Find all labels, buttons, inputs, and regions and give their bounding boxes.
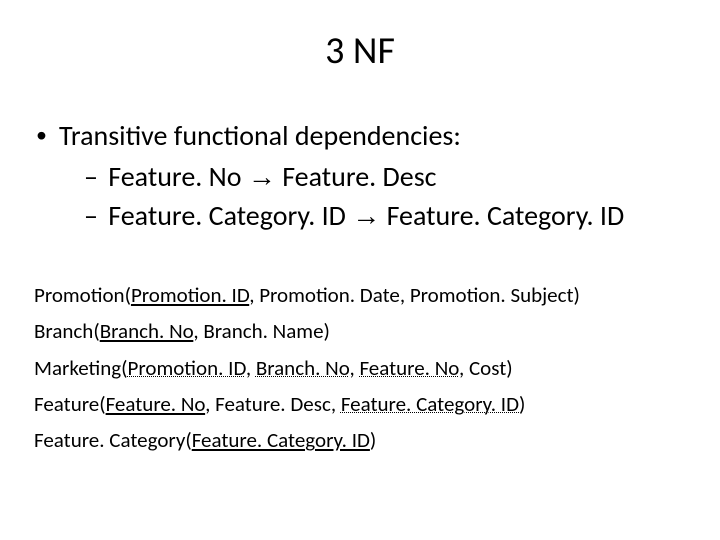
fk: Branch. No — [256, 355, 350, 381]
bullet-list: • Transitive functional dependencies: – … — [30, 118, 692, 233]
close: ) — [370, 427, 376, 453]
dash-icon: – — [84, 159, 98, 194]
schema-name: Promotion — [34, 282, 125, 308]
mid: , Feature. Desc, — [205, 391, 341, 417]
dash-icon: – — [84, 198, 98, 233]
schema-name: Feature — [34, 391, 99, 417]
fk: Promotion. ID — [128, 355, 246, 381]
arrow-icon: → — [248, 161, 276, 192]
fk: Feature. No — [359, 355, 459, 381]
close: ) — [519, 391, 525, 417]
pk: Promotion. ID — [131, 282, 249, 308]
dependency-1: – Feature. No → Feature. Desc — [84, 159, 692, 194]
bullet-1: • Transitive functional dependencies: — [30, 118, 692, 153]
schema-marketing: Marketing(Promotion. ID, Branch. No, Fea… — [34, 354, 692, 382]
schema-featurecat: Feature. Category(Feature. Category. ID) — [34, 426, 692, 454]
pk: Feature. Category. ID — [192, 427, 370, 453]
schema-promotion: Promotion(Promotion. ID, Promotion. Date… — [34, 281, 692, 309]
dep2-left: Feature. Category. ID — [108, 198, 346, 233]
dep1-left: Feature. No — [108, 159, 241, 194]
pk: Feature. No — [106, 391, 206, 417]
arrow-icon: → — [352, 200, 380, 231]
dependency-2: – Feature. Category. ID → Feature. Categ… — [84, 198, 692, 233]
schema-name: Branch — [34, 318, 93, 344]
schema-list: Promotion(Promotion. ID, Promotion. Date… — [34, 281, 692, 455]
dep1-right: Feature. Desc — [282, 159, 436, 194]
dep2-right: Feature. Category. ID — [387, 198, 625, 233]
fk: Feature. Category. ID — [341, 391, 519, 417]
bullet-1-text: Transitive functional dependencies: — [59, 118, 461, 153]
rest: , Branch. Name) — [193, 318, 330, 344]
pk: Branch. No — [100, 318, 194, 344]
bullet-dot-icon: • — [36, 118, 47, 152]
schema-feature: Feature(Feature. No, Feature. Desc, Feat… — [34, 390, 692, 418]
slide: 3 NF • Transitive functional dependencie… — [0, 0, 720, 540]
slide-title: 3 NF — [28, 28, 692, 74]
schema-branch: Branch(Branch. No, Branch. Name) — [34, 317, 692, 345]
schema-name: Marketing — [34, 355, 121, 381]
schema-name: Feature. Category — [34, 427, 185, 453]
rest: , Cost) — [459, 355, 513, 381]
rest: , Promotion. Date, Promotion. Subject) — [249, 282, 580, 308]
